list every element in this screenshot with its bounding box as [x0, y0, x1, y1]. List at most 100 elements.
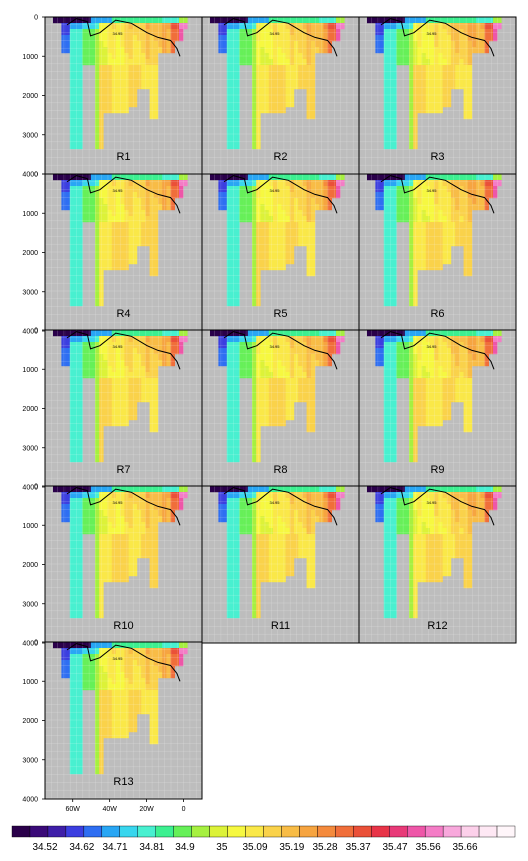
- data-cell: [467, 65, 473, 72]
- data-cell: [103, 534, 108, 541]
- data-cell: [388, 143, 393, 150]
- data-cell: [310, 41, 316, 48]
- data-cell: [467, 384, 473, 391]
- data-cell: [413, 246, 418, 253]
- data-cell: [413, 288, 418, 295]
- data-cell: [243, 528, 248, 535]
- data-cell: [409, 378, 414, 385]
- data-cell: [421, 390, 426, 397]
- data-cell: [243, 522, 248, 529]
- data-cell: [239, 198, 244, 205]
- data-cell: [413, 95, 418, 102]
- data-cell: [222, 35, 227, 42]
- data-cell: [252, 252, 257, 259]
- data-cell: [392, 534, 397, 541]
- data-cell: [235, 35, 240, 42]
- data-cell: [294, 552, 299, 559]
- data-cell: [383, 330, 389, 337]
- data-cell: [388, 612, 393, 619]
- data-cell: [425, 107, 431, 114]
- data-cell: [375, 336, 380, 343]
- data-cell: [132, 35, 138, 42]
- data-cell: [95, 119, 100, 126]
- data-cell: [289, 77, 295, 84]
- data-cell: [463, 252, 468, 259]
- data-cell: [149, 486, 154, 493]
- data-cell: [392, 426, 397, 433]
- data-cell: [294, 390, 299, 397]
- data-cell: [170, 35, 175, 42]
- data-cell: [231, 516, 236, 523]
- data-cell: [404, 504, 410, 511]
- data-cell: [323, 510, 328, 517]
- data-cell: [298, 35, 303, 42]
- data-cell: [310, 510, 316, 517]
- data-cell: [145, 216, 150, 223]
- data-cell: [294, 372, 299, 379]
- data-cell: [434, 35, 439, 42]
- data-cell: [260, 192, 265, 199]
- data-cell: [388, 276, 393, 283]
- data-cell: [413, 53, 418, 60]
- data-cell: [264, 546, 269, 553]
- data-cell: [166, 498, 171, 505]
- data-cell: [86, 342, 91, 349]
- data-cell: [289, 366, 295, 373]
- data-cell: [413, 101, 418, 108]
- data-cell: [294, 65, 299, 72]
- data-cell: [463, 101, 468, 108]
- data-cell: [493, 174, 498, 181]
- data-cell: [128, 228, 133, 235]
- data-cell: [158, 186, 163, 193]
- data-cell: [434, 17, 439, 24]
- data-cell: [137, 228, 142, 235]
- data-cell: [111, 504, 117, 511]
- data-cell: [256, 240, 261, 247]
- data-cell: [162, 47, 167, 54]
- data-cell: [82, 510, 87, 517]
- data-cell: [446, 59, 452, 66]
- data-cell: [413, 137, 418, 144]
- data-cell: [277, 558, 282, 565]
- data-cell: [141, 186, 146, 193]
- data-cell: [413, 354, 418, 361]
- data-cell: [260, 420, 265, 427]
- data-cell: [149, 53, 154, 60]
- data-cell: [65, 47, 70, 54]
- data-cell: [74, 450, 79, 457]
- data-cell: [170, 23, 175, 30]
- data-cell: [285, 83, 290, 90]
- data-cell: [153, 576, 159, 583]
- data-cell: [446, 378, 452, 385]
- data-cell: [434, 516, 439, 523]
- data-cell: [388, 47, 393, 54]
- data-cell: [319, 23, 324, 30]
- data-cell: [95, 594, 100, 601]
- data-cell: [438, 186, 443, 193]
- contour-label: 34.95: [113, 188, 124, 193]
- data-cell: [306, 204, 311, 211]
- data-cell: [124, 390, 129, 397]
- data-cell: [235, 594, 240, 601]
- data-cell: [480, 35, 485, 42]
- data-cell: [61, 186, 66, 193]
- data-cell: [103, 396, 108, 403]
- data-cell: [174, 342, 180, 349]
- data-cell: [158, 41, 163, 48]
- data-cell: [95, 534, 100, 541]
- data-cell: [438, 23, 443, 30]
- data-cell: [434, 222, 439, 229]
- data-cell: [413, 408, 418, 415]
- data-cell: [442, 41, 447, 48]
- data-cell: [95, 77, 100, 84]
- data-cell: [74, 59, 79, 66]
- data-cell: [128, 198, 133, 205]
- data-cell: [413, 582, 418, 589]
- data-cell: [417, 342, 422, 349]
- data-cell: [434, 522, 439, 529]
- data-cell: [145, 366, 150, 373]
- data-cell: [463, 35, 468, 42]
- data-cell: [231, 402, 236, 409]
- data-cell: [153, 101, 159, 108]
- data-cell: [111, 336, 117, 343]
